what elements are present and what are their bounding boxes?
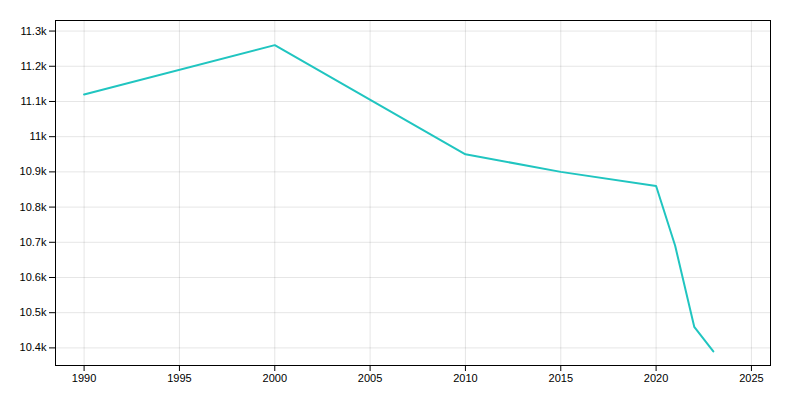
svg-text:10.6k: 10.6k: [20, 271, 47, 283]
svg-text:2015: 2015: [549, 372, 573, 384]
svg-text:1995: 1995: [167, 372, 191, 384]
svg-text:10.5k: 10.5k: [20, 306, 47, 318]
svg-text:11.3k: 11.3k: [20, 25, 47, 37]
svg-text:2025: 2025: [739, 372, 763, 384]
svg-text:11.1k: 11.1k: [20, 95, 47, 107]
svg-text:11.2k: 11.2k: [20, 60, 47, 72]
svg-text:1990: 1990: [72, 372, 96, 384]
svg-text:10.7k: 10.7k: [20, 236, 47, 248]
svg-text:2000: 2000: [263, 372, 287, 384]
svg-text:2020: 2020: [644, 372, 668, 384]
svg-text:2005: 2005: [358, 372, 382, 384]
svg-text:2010: 2010: [453, 372, 477, 384]
svg-text:10.8k: 10.8k: [20, 201, 47, 213]
svg-text:10.9k: 10.9k: [20, 165, 47, 177]
svg-text:11k: 11k: [30, 130, 47, 142]
svg-text:10.4k: 10.4k: [20, 341, 47, 353]
